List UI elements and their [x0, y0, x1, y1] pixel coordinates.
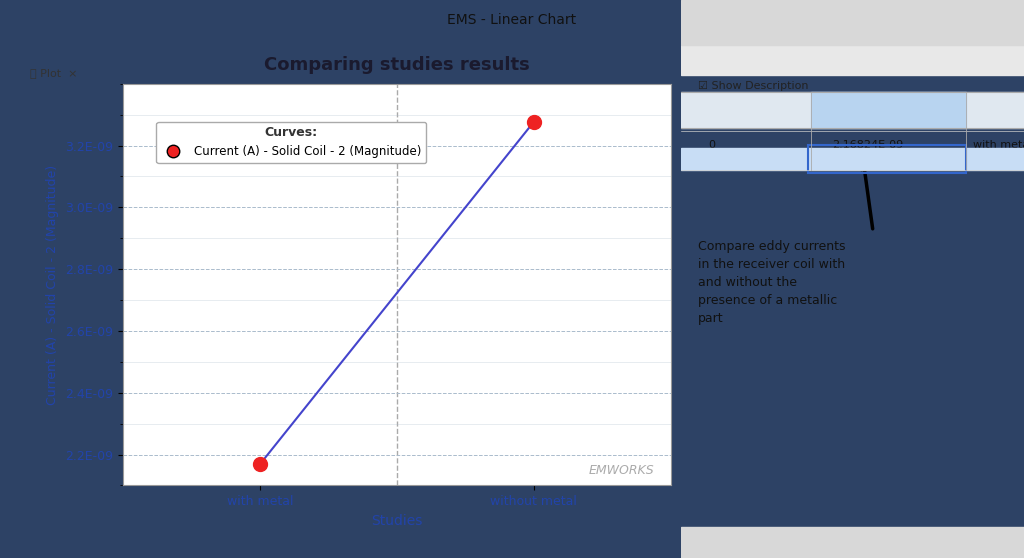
Text: without metal: without metal — [973, 154, 1024, 164]
Text: ☑ Show Description: ☑ Show Description — [698, 81, 809, 92]
Text: EMS - Linear Chart: EMS - Linear Chart — [447, 12, 577, 27]
Text: 2.16824E-09: 2.16824E-09 — [831, 140, 903, 150]
Text: Current (A) - Solid: Current (A) - Solid — [831, 105, 939, 115]
Bar — [808, 145, 966, 173]
Text: Highlighted Points: Highlighted Points — [852, 55, 954, 65]
Text: Curve Points: Curve Points — [698, 55, 768, 65]
Text: 3.276389E-09: 3.276389E-09 — [831, 154, 910, 164]
Legend: Current (A) - Solid Coil - 2 (Magnitude): Current (A) - Solid Coil - 2 (Magnitude) — [157, 122, 426, 163]
Bar — [681, 92, 1024, 128]
Text: with metal: with metal — [973, 140, 1024, 150]
Text: 1: 1 — [709, 154, 716, 164]
Text: Compare eddy currents
in the receiver coil with
and without the
presence of a me: Compare eddy currents in the receiver co… — [698, 240, 846, 325]
Point — [252, 460, 268, 469]
Title: Comparing studies results: Comparing studies results — [264, 56, 529, 74]
Bar — [681, 527, 1024, 558]
Text: 0: 0 — [709, 140, 716, 150]
Bar — [681, 45, 1024, 75]
Text: Count: 2  MaxX: 1  MinX: 0  MaxY: 3.276389E-09  MinY: 2.1: Count: 2 MaxX: 1 MinX: 0 MaxY: 3.276389E… — [688, 538, 951, 547]
Text: 📊 Plot  ×: 📊 Plot × — [31, 68, 78, 78]
Bar — [811, 92, 966, 128]
Text: EMWORKS: EMWORKS — [589, 464, 654, 478]
Bar — [681, 0, 1024, 45]
Text: Listing: Listing — [709, 15, 750, 28]
Y-axis label: Current (A) - Solid Coil - 2 (Magnitude): Current (A) - Solid Coil - 2 (Magnitude) — [46, 165, 59, 405]
X-axis label: Studies: Studies — [371, 514, 423, 528]
Text: Studies: Studies — [709, 105, 756, 115]
Point — [525, 117, 542, 126]
Bar — [681, 148, 1024, 170]
